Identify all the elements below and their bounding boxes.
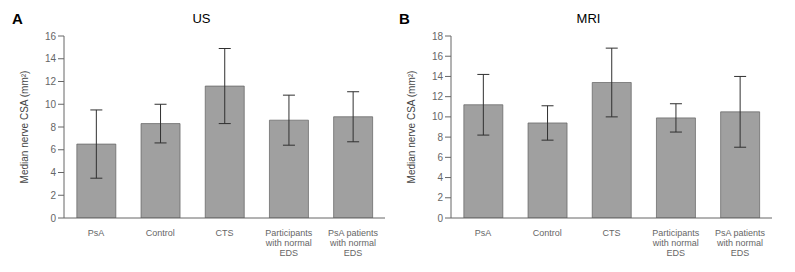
- svg-text:0: 0: [50, 213, 56, 224]
- svg-text:CTS: CTS: [216, 228, 234, 238]
- svg-text:Participantswith normalEDS: Participantswith normalEDS: [652, 228, 700, 258]
- svg-text:4: 4: [437, 172, 443, 183]
- svg-text:0: 0: [437, 213, 443, 224]
- svg-text:12: 12: [432, 91, 444, 102]
- svg-text:CTS: CTS: [603, 228, 621, 238]
- html-text:MRI: MRI: [576, 11, 601, 26]
- svg-text:2: 2: [437, 192, 443, 203]
- svg-text:10: 10: [432, 111, 444, 122]
- html-text:A: A: [12, 10, 23, 27]
- svg-text:Median nerve CSA (mm²): Median nerve CSA (mm²): [406, 71, 417, 184]
- svg-text:PsA: PsA: [475, 228, 492, 238]
- svg-text:Control: Control: [146, 228, 175, 238]
- html-text:B: B: [399, 10, 410, 27]
- svg-text:6: 6: [437, 152, 443, 163]
- svg-text:Control: Control: [533, 228, 562, 238]
- html-text:US: US: [192, 11, 211, 26]
- svg-text:18: 18: [432, 31, 444, 42]
- svg-text:4: 4: [50, 167, 56, 178]
- svg-text:8: 8: [50, 122, 56, 133]
- svg-text:2: 2: [50, 190, 56, 201]
- svg-text:12: 12: [45, 76, 57, 87]
- svg-text:8: 8: [437, 132, 443, 143]
- svg-text:16: 16: [45, 31, 57, 42]
- svg-text:Participantswith normalEDS: Participantswith normalEDS: [265, 228, 313, 258]
- svg-text:Median nerve CSA (mm²): Median nerve CSA (mm²): [19, 71, 30, 184]
- svg-text:16: 16: [432, 51, 444, 62]
- svg-text:14: 14: [45, 53, 57, 64]
- svg-text:PsA: PsA: [88, 228, 105, 238]
- svg-text:PsA patientswith normalEDS: PsA patientswith normalEDS: [715, 228, 766, 258]
- svg-text:PsA patientswith normalEDS: PsA patientswith normalEDS: [328, 228, 379, 258]
- svg-text:14: 14: [432, 71, 444, 82]
- svg-text:10: 10: [45, 99, 57, 110]
- svg-text:6: 6: [50, 144, 56, 155]
